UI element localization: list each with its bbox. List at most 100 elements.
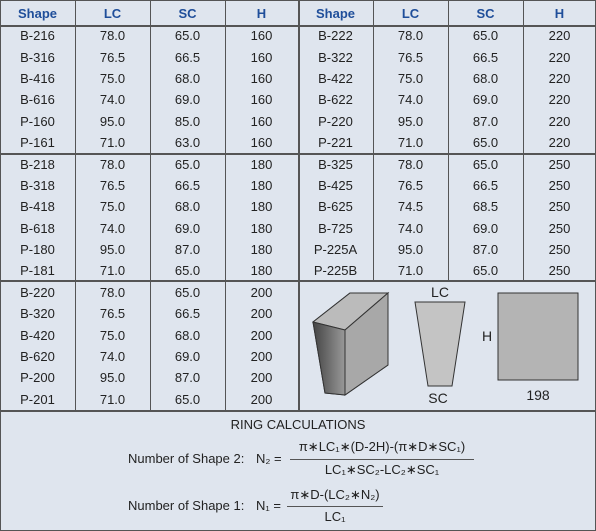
table-cell: 220	[548, 92, 571, 108]
table-cell: 180	[250, 177, 273, 193]
row-line	[0, 280, 596, 282]
table-cell: 69.0	[472, 220, 499, 236]
table-cell: B-420	[20, 327, 55, 343]
table-cell: 160	[250, 113, 273, 129]
table-cell: 76.5	[99, 177, 126, 193]
row-line	[0, 410, 596, 412]
table-cell: 71.0	[99, 391, 126, 407]
table-cell: 74.0	[99, 92, 126, 108]
table-cell: 65.0	[174, 391, 201, 407]
table-cell: 220	[548, 135, 571, 151]
table-cell: B-616	[20, 92, 55, 108]
table-cell: 69.0	[174, 349, 201, 365]
square	[497, 292, 579, 381]
table-cell: 200	[250, 327, 273, 343]
table-cell: 71.0	[99, 135, 126, 151]
h-label: H	[482, 328, 492, 344]
table-cell: B-416	[20, 70, 55, 86]
table-cell: 66.5	[174, 177, 201, 193]
table-cell: 76.5	[397, 177, 424, 193]
table-cell: 71.0	[397, 263, 424, 279]
table-cell: 65.0	[472, 28, 499, 44]
sc-label: SC	[428, 390, 447, 406]
ring-title: RING CALCULATIONS	[230, 417, 366, 432]
table-cell: 200	[250, 349, 273, 365]
table-cell: 69.0	[174, 92, 201, 108]
table-cell: 65.0	[472, 263, 499, 279]
table-cell: B-320	[20, 306, 55, 322]
table-cell: B-222	[318, 28, 353, 44]
table-cell: P-161	[20, 135, 55, 151]
n2-denominator: LC₁∗SC₂-LC₂∗SC₁	[324, 462, 440, 477]
table-cell: B-725	[318, 220, 353, 236]
n2-label: Number of Shape 2:	[128, 451, 245, 466]
table-cell: 76.5	[99, 49, 126, 65]
table-cell: 200	[250, 370, 273, 386]
table-cell: 220	[548, 113, 571, 129]
table-cell: 200	[250, 306, 273, 322]
n1-label: Number of Shape 1:	[128, 498, 245, 513]
table-cell: 250	[548, 263, 571, 279]
table-cell: B-425	[318, 177, 353, 193]
row-line	[0, 25, 596, 27]
table-cell: 63.0	[174, 135, 201, 151]
table-cell: B-422	[318, 70, 353, 86]
table-cell: 87.0	[472, 242, 499, 258]
table-cell: 180	[250, 156, 273, 172]
table-cell: 68.0	[174, 199, 201, 215]
table-cell: 95.0	[99, 113, 126, 129]
column-line	[225, 0, 226, 410]
box-side	[344, 291, 389, 396]
table-cell: P-201	[20, 391, 55, 407]
table-cell: 160	[250, 92, 273, 108]
table-cell: 180	[250, 220, 273, 236]
column-line	[373, 0, 374, 280]
table-cell: 78.0	[99, 156, 126, 172]
header-cell: LC	[103, 6, 122, 21]
fraction-line	[287, 506, 383, 507]
column-line	[448, 0, 449, 280]
table-cell: 66.5	[174, 306, 201, 322]
table-cell: 250	[548, 199, 571, 215]
table-cell: B-418	[20, 199, 55, 215]
table-cell: 65.0	[174, 263, 201, 279]
table-cell: 74.0	[397, 220, 424, 236]
column-line	[298, 0, 300, 410]
table-cell: 180	[250, 242, 273, 258]
lc-label: LC	[431, 284, 449, 300]
table-cell: 66.5	[472, 49, 499, 65]
border	[0, 0, 596, 1]
table-cell: 76.5	[99, 306, 126, 322]
table-cell: P-221	[318, 135, 353, 151]
table-cell: 75.0	[99, 327, 126, 343]
table-cell: 68.5	[472, 199, 499, 215]
table-cell: 220	[548, 49, 571, 65]
table-cell: 74.5	[397, 199, 424, 215]
row-line	[0, 152, 596, 155]
table-cell: P-180	[20, 242, 55, 258]
table-cell: 75.0	[99, 70, 126, 86]
table-cell: 69.0	[174, 220, 201, 236]
table-cell: 200	[250, 391, 273, 407]
table-cell: 180	[250, 199, 273, 215]
table-cell: B-318	[20, 177, 55, 193]
n1-lhs: N₁ =	[256, 498, 281, 513]
table-cell: B-622	[318, 92, 353, 108]
table-cell: 250	[548, 177, 571, 193]
n1-denominator: LC₁	[324, 509, 346, 524]
header-cell: SC	[476, 6, 495, 21]
table-cell: B-322	[318, 49, 353, 65]
table-cell: 78.0	[99, 28, 126, 44]
table-cell: 200	[250, 284, 273, 300]
table-cell: 160	[250, 49, 273, 65]
table-cell: 250	[548, 220, 571, 236]
table-cell: 69.0	[472, 92, 499, 108]
table-cell: 66.5	[472, 177, 499, 193]
table-cell: 65.0	[472, 135, 499, 151]
table-cell: 78.0	[397, 28, 424, 44]
table-cell: B-325	[318, 156, 353, 172]
table-cell: 220	[548, 70, 571, 86]
table-cell: 75.0	[99, 199, 126, 215]
table-cell: 160	[250, 28, 273, 44]
table-cell: P-225A	[313, 242, 358, 258]
